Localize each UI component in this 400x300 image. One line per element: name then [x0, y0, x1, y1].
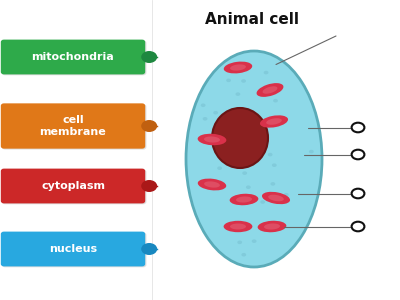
- Ellipse shape: [204, 182, 220, 188]
- Circle shape: [203, 117, 208, 121]
- Ellipse shape: [260, 115, 288, 128]
- Circle shape: [352, 222, 364, 231]
- Ellipse shape: [230, 64, 246, 70]
- Text: nucleus: nucleus: [49, 244, 97, 254]
- Ellipse shape: [198, 178, 226, 190]
- FancyBboxPatch shape: [148, 0, 400, 300]
- Circle shape: [260, 200, 265, 204]
- FancyBboxPatch shape: [2, 169, 146, 204]
- Circle shape: [284, 193, 289, 196]
- Ellipse shape: [262, 192, 290, 204]
- Ellipse shape: [264, 224, 280, 230]
- Circle shape: [141, 51, 157, 63]
- Circle shape: [270, 182, 275, 186]
- Ellipse shape: [224, 61, 252, 74]
- Circle shape: [226, 79, 231, 82]
- Ellipse shape: [268, 195, 284, 201]
- Ellipse shape: [224, 221, 252, 232]
- Text: cell
membrane: cell membrane: [40, 115, 106, 137]
- Text: cytoplasm: cytoplasm: [41, 181, 105, 191]
- Circle shape: [246, 185, 251, 189]
- Circle shape: [236, 92, 240, 96]
- Circle shape: [242, 171, 247, 175]
- FancyBboxPatch shape: [2, 232, 146, 267]
- Circle shape: [213, 111, 218, 115]
- FancyBboxPatch shape: [1, 40, 145, 74]
- Ellipse shape: [212, 108, 268, 168]
- Ellipse shape: [256, 83, 284, 97]
- FancyBboxPatch shape: [2, 104, 146, 150]
- Ellipse shape: [236, 196, 252, 202]
- FancyBboxPatch shape: [1, 169, 145, 203]
- FancyBboxPatch shape: [1, 232, 145, 266]
- Text: Animal cell: Animal cell: [205, 12, 299, 27]
- FancyBboxPatch shape: [1, 103, 145, 148]
- Circle shape: [217, 167, 222, 170]
- Circle shape: [352, 123, 364, 132]
- Circle shape: [241, 79, 246, 83]
- FancyBboxPatch shape: [2, 40, 146, 75]
- Circle shape: [273, 99, 278, 103]
- Ellipse shape: [198, 134, 226, 145]
- Ellipse shape: [230, 224, 246, 230]
- Circle shape: [252, 239, 256, 243]
- Circle shape: [352, 150, 364, 159]
- Circle shape: [241, 253, 246, 256]
- Ellipse shape: [262, 86, 278, 94]
- Circle shape: [141, 243, 157, 255]
- Circle shape: [201, 103, 206, 107]
- Ellipse shape: [230, 194, 258, 205]
- Ellipse shape: [204, 136, 220, 142]
- Circle shape: [141, 120, 157, 132]
- Circle shape: [272, 164, 277, 167]
- Circle shape: [309, 150, 314, 153]
- Circle shape: [141, 180, 157, 192]
- Circle shape: [237, 241, 242, 244]
- Circle shape: [268, 153, 272, 156]
- Circle shape: [264, 71, 268, 74]
- Ellipse shape: [258, 221, 286, 232]
- Ellipse shape: [186, 51, 322, 267]
- Text: mitochondria: mitochondria: [32, 52, 114, 62]
- Ellipse shape: [266, 118, 282, 125]
- Circle shape: [352, 189, 364, 198]
